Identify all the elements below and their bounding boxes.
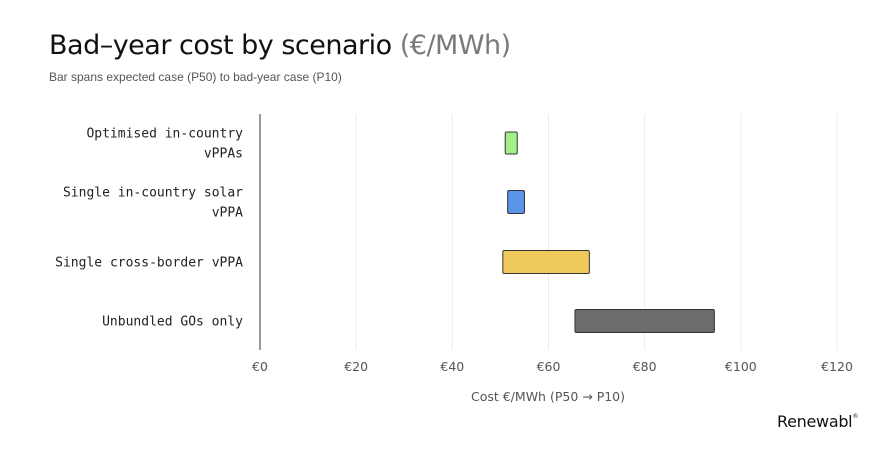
- x-axis-label: Cost €/MWh (P50 → P10): [471, 389, 625, 404]
- x-tick-label: €20: [344, 359, 368, 374]
- category-label-line: Single cross-border vPPA: [55, 256, 243, 271]
- chart-title: Bad–year cost by scenario (€/MWh): [49, 30, 511, 61]
- grid-lines: [355, 114, 838, 350]
- brand-mark: ®: [852, 413, 859, 420]
- category-label: Single cross-border vPPA: [55, 256, 243, 271]
- category-label-line: Unbundled GOs only: [102, 315, 243, 330]
- bars: [502, 131, 715, 333]
- x-tick-label: €100: [725, 359, 757, 374]
- category-label: Optimised in-country vPPAs: [86, 127, 243, 162]
- category-labels: Optimised in-country vPPAs Single in-count…: [55, 127, 243, 330]
- bar: [502, 250, 590, 274]
- category-label-line: vPPA: [212, 206, 243, 221]
- category-label-line: Single in-country solar: [63, 186, 243, 201]
- x-tick-labels: €0 €20 €40 €60 €80 €100 €120: [252, 359, 853, 374]
- category-label-line: Optimised in-country: [86, 127, 243, 142]
- chart-title-main: Bad–year cost by scenario: [49, 30, 392, 61]
- x-tick-label: €120: [821, 359, 853, 374]
- bar: [504, 131, 518, 155]
- x-tick-label: €80: [633, 359, 657, 374]
- category-label: Unbundled GOs only: [102, 315, 243, 330]
- chart-title-unit: (€/MWh): [399, 30, 511, 61]
- category-label: Single in-country solar vPPA: [63, 186, 243, 221]
- chart-subtitle: Bar spans expected case (P50) to bad-yea…: [49, 70, 342, 84]
- x-tick-label: €0: [252, 359, 268, 374]
- brand-logo: Renewabl®: [777, 412, 858, 431]
- bar: [507, 190, 525, 214]
- category-label-line: vPPAs: [204, 147, 243, 162]
- bar: [574, 309, 715, 333]
- x-tick-label: €60: [537, 359, 561, 374]
- brand-name: Renewabl: [777, 412, 853, 431]
- x-tick-label: €40: [440, 359, 464, 374]
